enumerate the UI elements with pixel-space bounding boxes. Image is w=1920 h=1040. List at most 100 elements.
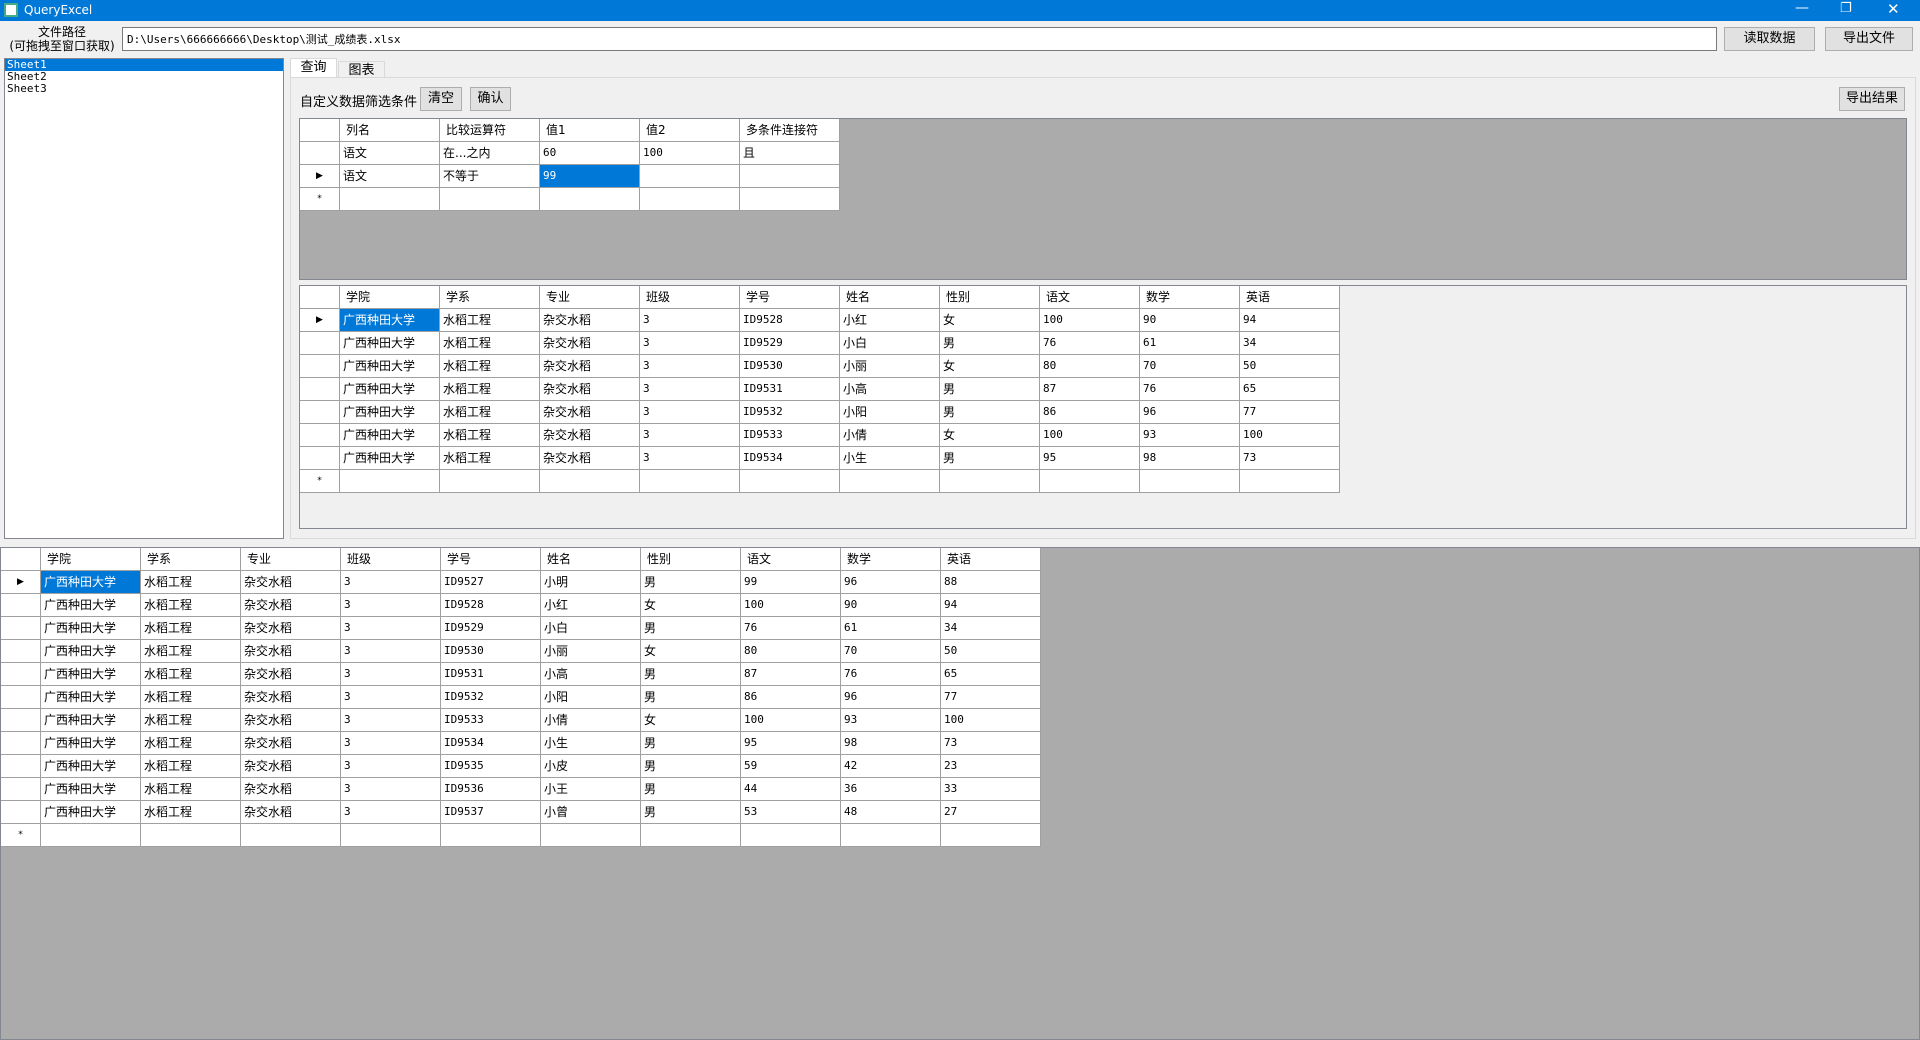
cell[interactable] xyxy=(941,824,1041,847)
cell[interactable]: ID9531 xyxy=(740,378,840,401)
cell[interactable]: ID9532 xyxy=(441,686,541,709)
cell[interactable]: 杂交水稻 xyxy=(241,594,341,617)
cell[interactable]: 广西种田大学 xyxy=(41,617,141,640)
cell[interactable]: 广西种田大学 xyxy=(41,709,141,732)
cell[interactable]: 广西种田大学 xyxy=(41,755,141,778)
cell[interactable]: 93 xyxy=(841,709,941,732)
cell[interactable]: 36 xyxy=(841,778,941,801)
cell[interactable]: 杂交水稻 xyxy=(241,778,341,801)
cell[interactable]: 杂交水稻 xyxy=(241,732,341,755)
cell[interactable]: ID9529 xyxy=(740,332,840,355)
cell[interactable]: 水稻工程 xyxy=(440,447,540,470)
cell[interactable]: 87 xyxy=(1040,378,1140,401)
cell[interactable]: 3 xyxy=(640,378,740,401)
cell[interactable] xyxy=(841,824,941,847)
cell[interactable]: 广西种田大学 xyxy=(41,778,141,801)
cell[interactable]: 34 xyxy=(1240,332,1340,355)
cell[interactable]: 小白 xyxy=(840,332,940,355)
export-result-button[interactable]: 导出结果 xyxy=(1839,87,1905,111)
cell[interactable] xyxy=(540,470,640,493)
cell[interactable]: 100 xyxy=(1240,424,1340,447)
cell[interactable]: 3 xyxy=(341,594,441,617)
sheet-item[interactable]: Sheet2 xyxy=(7,70,47,83)
cell[interactable]: 96 xyxy=(1140,401,1240,424)
cell[interactable] xyxy=(740,470,840,493)
cell[interactable]: 65 xyxy=(1240,378,1340,401)
cell[interactable]: 语文 xyxy=(340,142,440,165)
cell[interactable]: 23 xyxy=(941,755,1041,778)
cell[interactable]: 女 xyxy=(641,640,741,663)
cell[interactable] xyxy=(441,824,541,847)
cell[interactable]: 杂交水稻 xyxy=(540,424,640,447)
cell[interactable]: 广西种田大学 xyxy=(340,401,440,424)
cell[interactable] xyxy=(1240,470,1340,493)
cell[interactable]: 水稻工程 xyxy=(141,686,241,709)
cell[interactable]: 小高 xyxy=(541,663,641,686)
cell[interactable]: 水稻工程 xyxy=(141,801,241,824)
cell[interactable]: 水稻工程 xyxy=(141,709,241,732)
cell[interactable]: 杂交水稻 xyxy=(540,355,640,378)
cell[interactable]: 61 xyxy=(841,617,941,640)
cell[interactable]: 小红 xyxy=(840,309,940,332)
cell[interactable] xyxy=(41,824,141,847)
cell[interactable]: 61 xyxy=(1140,332,1240,355)
cell[interactable]: 男 xyxy=(641,801,741,824)
cell[interactable]: 杂交水稻 xyxy=(540,447,640,470)
cell[interactable]: 100 xyxy=(941,709,1041,732)
cell[interactable]: 广西种田大学 xyxy=(340,378,440,401)
cell[interactable]: 3 xyxy=(341,686,441,709)
cell[interactable]: 96 xyxy=(841,686,941,709)
cell[interactable]: ID9534 xyxy=(441,732,541,755)
cell[interactable]: 70 xyxy=(1140,355,1240,378)
cell[interactable]: 100 xyxy=(741,709,841,732)
cell[interactable]: 杂交水稻 xyxy=(241,640,341,663)
cell[interactable]: ID9535 xyxy=(441,755,541,778)
cell[interactable]: ID9528 xyxy=(740,309,840,332)
cell[interactable]: 73 xyxy=(1240,447,1340,470)
clear-button[interactable]: 清空 xyxy=(420,87,462,111)
cell[interactable]: ID9532 xyxy=(740,401,840,424)
cell[interactable]: 小生 xyxy=(541,732,641,755)
cell[interactable]: 广西种田大学 xyxy=(41,686,141,709)
cell[interactable]: ID9533 xyxy=(441,709,541,732)
cell[interactable]: 男 xyxy=(940,447,1040,470)
cell[interactable]: 76 xyxy=(741,617,841,640)
cell[interactable]: 女 xyxy=(940,309,1040,332)
cell[interactable]: 杂交水稻 xyxy=(540,401,640,424)
cell[interactable]: 87 xyxy=(741,663,841,686)
cell[interactable]: 50 xyxy=(1240,355,1340,378)
path-input[interactable]: D:\Users\666666666\Desktop\测试_成绩表.xlsx xyxy=(122,27,1717,51)
cell[interactable]: 小明 xyxy=(541,571,641,594)
cell[interactable] xyxy=(340,188,440,211)
cell[interactable]: ID9528 xyxy=(441,594,541,617)
cell[interactable]: 53 xyxy=(741,801,841,824)
cell[interactable]: 广西种田大学 xyxy=(340,447,440,470)
cell[interactable]: 小阳 xyxy=(541,686,641,709)
cell[interactable]: 3 xyxy=(640,332,740,355)
cell[interactable]: 小生 xyxy=(840,447,940,470)
cell[interactable]: 小丽 xyxy=(541,640,641,663)
cell[interactable]: ID9534 xyxy=(740,447,840,470)
cell[interactable]: 水稻工程 xyxy=(141,594,241,617)
cell[interactable]: 男 xyxy=(641,617,741,640)
cell[interactable]: 男 xyxy=(641,663,741,686)
cell[interactable]: 小阳 xyxy=(840,401,940,424)
cell[interactable]: 不等于 xyxy=(440,165,540,188)
cell[interactable]: 3 xyxy=(640,401,740,424)
cell[interactable]: 77 xyxy=(1240,401,1340,424)
cell[interactable]: 小倩 xyxy=(840,424,940,447)
cell[interactable]: 女 xyxy=(940,424,1040,447)
cell[interactable]: 76 xyxy=(841,663,941,686)
cell[interactable]: 86 xyxy=(1040,401,1140,424)
cell[interactable]: 杂交水稻 xyxy=(241,663,341,686)
cell[interactable]: 3 xyxy=(341,571,441,594)
cell[interactable]: 杂交水稻 xyxy=(540,309,640,332)
cell[interactable]: 98 xyxy=(841,732,941,755)
cell[interactable] xyxy=(440,188,540,211)
cell[interactable]: 女 xyxy=(940,355,1040,378)
cell[interactable]: 3 xyxy=(341,617,441,640)
cell[interactable]: 杂交水稻 xyxy=(241,571,341,594)
cell[interactable]: 且 xyxy=(740,142,840,165)
cell[interactable]: 59 xyxy=(741,755,841,778)
cell[interactable]: 76 xyxy=(1040,332,1140,355)
